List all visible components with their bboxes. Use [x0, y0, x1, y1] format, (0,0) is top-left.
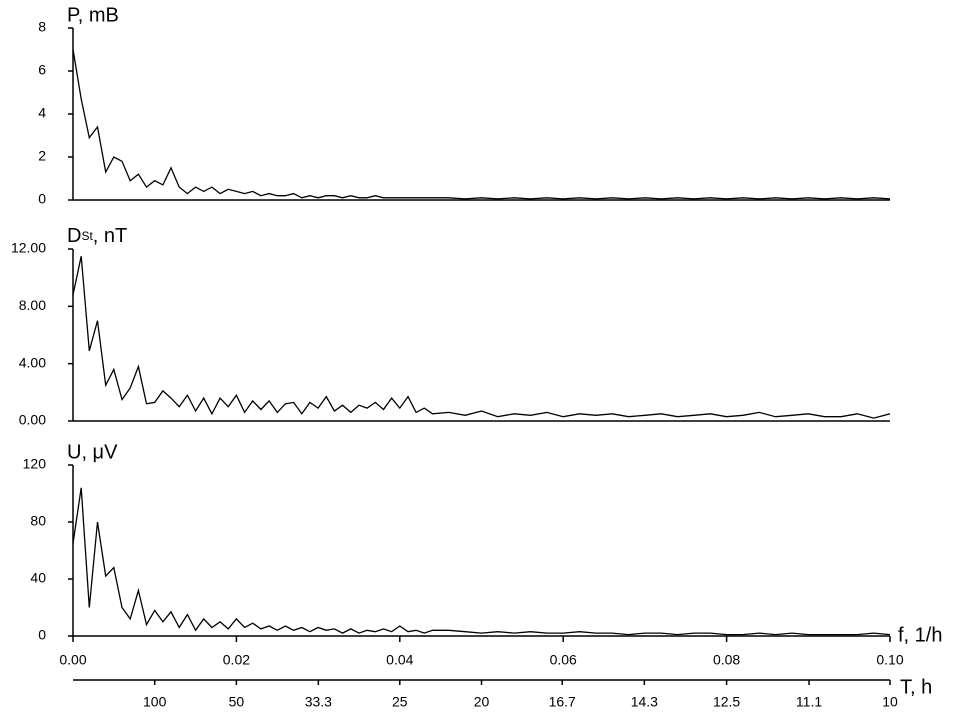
x2-tick-label: 100 [143, 694, 167, 710]
x2-tick-label: 10 [882, 694, 898, 710]
data-line [72, 256, 891, 419]
y-tick-label: 0 [38, 627, 46, 643]
y-tick-label: 120 [23, 456, 47, 472]
y-label-sub: St [81, 229, 93, 243]
y-tick-label: 6 [38, 62, 46, 78]
data-line [72, 487, 891, 636]
y-tick-label: 0 [38, 191, 46, 207]
y-tick-label: 4.00 [19, 354, 46, 370]
x-tick-label: 0.08 [713, 652, 740, 668]
x2-tick-label: 12.5 [713, 694, 740, 710]
x-axis-label: f, 1/h [898, 624, 942, 646]
y-tick-label: 80 [30, 513, 46, 529]
y-tick-label: 40 [30, 570, 46, 586]
x-tick-label: 0.10 [876, 652, 903, 668]
x2-tick-label: 20 [474, 694, 490, 710]
y-tick-label: 0.00 [19, 412, 46, 428]
y-tick-label: 8 [38, 19, 46, 35]
x2-tick-label: 25 [392, 694, 408, 710]
y-label-main: D [67, 225, 81, 247]
x2-tick-label: 14.3 [631, 694, 658, 710]
y-tick-label: 12.00 [11, 240, 46, 256]
y-axis-label: U, μV [67, 441, 118, 463]
x-tick-label: 0.00 [59, 652, 86, 668]
y-axis-label: DSt, nT [67, 225, 127, 247]
x-tick-label: 0.02 [223, 652, 250, 668]
data-line [72, 49, 891, 200]
y-tick-label: 8.00 [19, 297, 46, 313]
x2-tick-label: 50 [229, 694, 245, 710]
x-tick-label: 0.06 [550, 652, 577, 668]
y-axis-label: P, mB [67, 4, 119, 26]
x2-tick-label: 16.7 [549, 694, 576, 710]
x2-tick-label: 11.1 [796, 694, 822, 710]
y-label-unit: , nT [93, 225, 127, 247]
y-tick-label: 2 [38, 148, 46, 164]
x-tick-label: 0.04 [386, 652, 413, 668]
x2-tick-label: 33.3 [305, 694, 332, 710]
x2-axis-label: T, h [900, 676, 932, 698]
y-tick-label: 4 [38, 105, 46, 121]
